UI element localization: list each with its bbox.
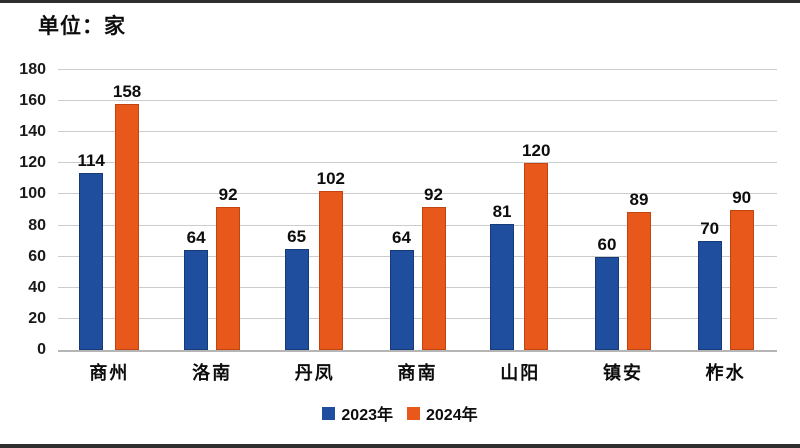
y-tick-label: 0 bbox=[37, 341, 46, 358]
x-tick-label: 商州 bbox=[89, 363, 130, 383]
gridline bbox=[58, 162, 777, 164]
bar-column: 70 bbox=[697, 70, 722, 350]
bar-group: 114 158 bbox=[58, 70, 161, 350]
bar-s0-c2 bbox=[284, 248, 309, 350]
gridline bbox=[58, 193, 777, 195]
bar-value-label: 81 bbox=[492, 202, 512, 221]
x-tick-label: 柞水 bbox=[705, 363, 746, 383]
bar-value-label: 102 bbox=[316, 169, 345, 189]
bar-column: 64 bbox=[184, 70, 209, 350]
y-tick-label: 80 bbox=[28, 216, 46, 234]
bar-group: 65 102 bbox=[263, 70, 366, 350]
bar-value-label: 90 bbox=[732, 188, 752, 207]
bar-column: 92 bbox=[421, 70, 446, 350]
x-axis: 商州 洛南 丹凤 商南 山阳 镇安 柞水 bbox=[58, 359, 777, 385]
x-tick-label: 丹凤 bbox=[294, 363, 335, 383]
bar-group: 64 92 bbox=[366, 70, 469, 350]
bar-column: 64 bbox=[389, 70, 414, 350]
bar-group: 81 120 bbox=[469, 70, 572, 350]
top-border bbox=[0, 0, 800, 3]
legend-swatch bbox=[322, 406, 336, 420]
y-tick-label: 180 bbox=[19, 61, 46, 78]
bar-value-label: 64 bbox=[392, 228, 411, 248]
bar-column: 65 bbox=[284, 70, 309, 350]
gridline bbox=[58, 255, 777, 257]
bar-column: 90 bbox=[729, 70, 754, 350]
bar-s1-c3 bbox=[421, 206, 446, 350]
gridline bbox=[58, 131, 777, 133]
x-tick-label: 商南 bbox=[397, 363, 438, 383]
bar-group: 60 89 bbox=[572, 70, 675, 350]
bar-s0-c1 bbox=[184, 250, 209, 350]
bottom-border bbox=[0, 444, 800, 448]
bar-column: 60 bbox=[594, 70, 619, 350]
chart-unit-title: 单位：家 bbox=[38, 15, 126, 38]
bar-s0-c4 bbox=[490, 224, 515, 350]
x-tick-label: 镇安 bbox=[602, 363, 643, 383]
bar-column: 120 bbox=[522, 70, 550, 350]
legend-label: 2023年 bbox=[341, 407, 393, 424]
y-tick-label: 20 bbox=[28, 309, 46, 327]
plot-area: 114 158 64 92 65 102 64 92 81 120 60 89 70 90 bbox=[58, 69, 777, 352]
bar-value-label: 65 bbox=[287, 226, 307, 246]
bar-value-label: 114 bbox=[77, 150, 105, 170]
gridline bbox=[58, 286, 777, 288]
y-tick-label: 140 bbox=[19, 123, 46, 141]
y-axis: 0 20 40 60 80 100 120 140 160 180 bbox=[0, 62, 48, 358]
x-tick-label: 洛南 bbox=[192, 363, 233, 383]
bar-value-label: 64 bbox=[186, 228, 206, 248]
bar-s1-c2 bbox=[318, 191, 343, 350]
bar-column: 89 bbox=[626, 70, 651, 350]
legend: 2023年 2024年 bbox=[0, 401, 800, 425]
bar-s0-c3 bbox=[389, 250, 414, 350]
bar-column: 81 bbox=[490, 70, 515, 350]
bar-value-label: 89 bbox=[629, 189, 649, 209]
y-tick-label: 100 bbox=[19, 185, 46, 203]
bar-value-label: 158 bbox=[112, 82, 142, 102]
y-tick-label: 120 bbox=[19, 154, 46, 172]
bar-column: 158 bbox=[113, 70, 141, 350]
bar-column: 92 bbox=[216, 70, 241, 350]
x-tick-label: 山阳 bbox=[500, 363, 541, 383]
bar-value-label: 60 bbox=[597, 234, 617, 254]
bar-s0-c0 bbox=[79, 172, 104, 350]
gridline bbox=[58, 317, 777, 319]
bar-group: 70 90 bbox=[674, 70, 777, 350]
y-tick-label: 40 bbox=[28, 278, 46, 296]
bar-s0-c6 bbox=[697, 241, 722, 350]
bar-group: 64 92 bbox=[161, 70, 264, 350]
bar-s1-c4 bbox=[524, 163, 549, 350]
bar-s1-c5 bbox=[626, 211, 651, 350]
bar-s1-c0 bbox=[115, 104, 140, 350]
bar-value-label: 70 bbox=[700, 219, 720, 239]
y-tick-label: 60 bbox=[28, 247, 46, 265]
bar-column: 102 bbox=[317, 70, 345, 350]
bar-s1-c1 bbox=[216, 206, 241, 350]
legend-item: 2024年 bbox=[407, 401, 478, 425]
bar-value-label: 92 bbox=[218, 184, 238, 204]
bar-value-label: 120 bbox=[522, 141, 551, 161]
legend-label: 2024年 bbox=[426, 407, 478, 424]
gridline bbox=[58, 100, 777, 102]
gridline bbox=[58, 69, 777, 70]
bar-s1-c6 bbox=[729, 210, 754, 350]
legend-swatch bbox=[407, 406, 420, 420]
gridline bbox=[58, 224, 777, 226]
y-tick-label: 160 bbox=[19, 92, 46, 110]
legend-item: 2023年 bbox=[322, 401, 393, 425]
bar-s0-c5 bbox=[594, 256, 619, 350]
bar-column: 114 bbox=[77, 70, 105, 350]
bar-value-label: 92 bbox=[424, 184, 443, 204]
